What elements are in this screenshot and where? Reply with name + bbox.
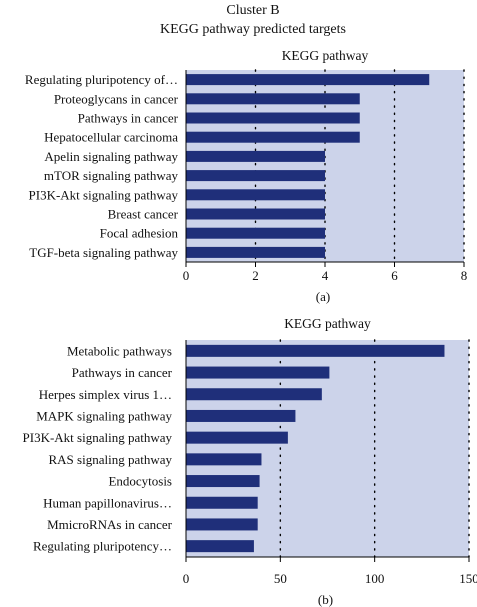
bar-b-5	[186, 453, 262, 466]
category-label-a-5: mTOR signaling pathway	[44, 168, 179, 183]
chart-title-a: KEGG pathway	[282, 48, 369, 63]
bar-a-2	[186, 112, 360, 124]
panel-label-a: (a)	[316, 289, 330, 304]
category-label-b-3: MAPK signaling pathway	[36, 408, 172, 423]
category-label-a-6: PI3K-Akt signaling pathway	[29, 187, 179, 202]
category-label-b-8: MmicroRNAs in cancer	[47, 517, 173, 532]
category-label-b-5: RAS signaling pathway	[49, 452, 173, 467]
bar-b-8	[186, 518, 258, 531]
x-tick-label-a-4: 8	[461, 268, 468, 283]
figure-header-line2: KEGG pathway predicted targets	[160, 22, 346, 37]
category-label-b-0: Metabolic pathways	[67, 343, 172, 358]
category-label-a-7: Breast cancer	[108, 207, 179, 222]
bar-a-8	[186, 227, 325, 239]
bar-b-4	[186, 431, 288, 444]
category-label-a-8: Focal adhesion	[100, 226, 179, 241]
x-tick-label-b-0: 0	[183, 571, 190, 586]
category-label-a-4: Apelin signaling pathway	[44, 149, 178, 164]
panel-label-b: (b)	[318, 592, 333, 607]
bar-b-0	[186, 344, 445, 357]
x-tick-label-a-1: 2	[252, 268, 259, 283]
category-label-b-7: Human papillonavirus…	[43, 495, 172, 510]
category-label-b-4: PI3K-Akt signaling pathway	[23, 430, 173, 445]
x-tick-label-a-2: 4	[322, 268, 329, 283]
x-tick-label-b-3: 150	[459, 571, 477, 586]
category-label-b-1: Pathways in cancer	[72, 365, 173, 380]
bar-b-2	[186, 388, 322, 401]
category-label-a-0: Regulating pluripotency of…	[25, 72, 178, 87]
bar-a-5	[186, 170, 325, 182]
x-tick-label-a-0: 0	[183, 268, 190, 283]
category-label-a-3: Hepatocellular carcinoma	[44, 130, 178, 145]
bar-a-9	[186, 246, 325, 258]
chart-title-b: KEGG pathway	[284, 316, 371, 331]
category-label-a-9: TGF-beta signaling pathway	[29, 245, 178, 260]
category-label-b-6: Endocytosis	[108, 474, 172, 489]
category-label-b-9: Regulating pluripotency…	[33, 539, 172, 554]
category-label-a-2: Pathways in cancer	[78, 111, 179, 126]
x-tick-label-b-2: 100	[365, 571, 385, 586]
chart-panel-a: KEGG pathway Regulating pluripotency of… P…	[25, 48, 467, 304]
bar-b-6	[186, 475, 260, 488]
bar-b-9	[186, 540, 254, 553]
bar-b-7	[186, 496, 258, 509]
bar-a-0	[186, 74, 430, 86]
chart-panel-b: KEGG pathway Metabolic pathways Pathways i…	[23, 316, 477, 607]
bar-b-1	[186, 366, 330, 379]
category-label-b-2: Herpes simplex virus 1…	[39, 387, 172, 402]
x-tick-label-a-3: 6	[391, 268, 398, 283]
figure-header-line1: Cluster B	[226, 3, 279, 18]
bar-a-6	[186, 189, 325, 201]
x-tick-label-b-1: 50	[274, 571, 287, 586]
category-label-a-1: Proteoglycans in cancer	[54, 91, 179, 106]
bar-a-7	[186, 208, 325, 220]
bar-a-3	[186, 131, 360, 143]
bar-b-3	[186, 409, 296, 422]
bar-a-1	[186, 93, 360, 105]
bar-a-4	[186, 150, 325, 162]
